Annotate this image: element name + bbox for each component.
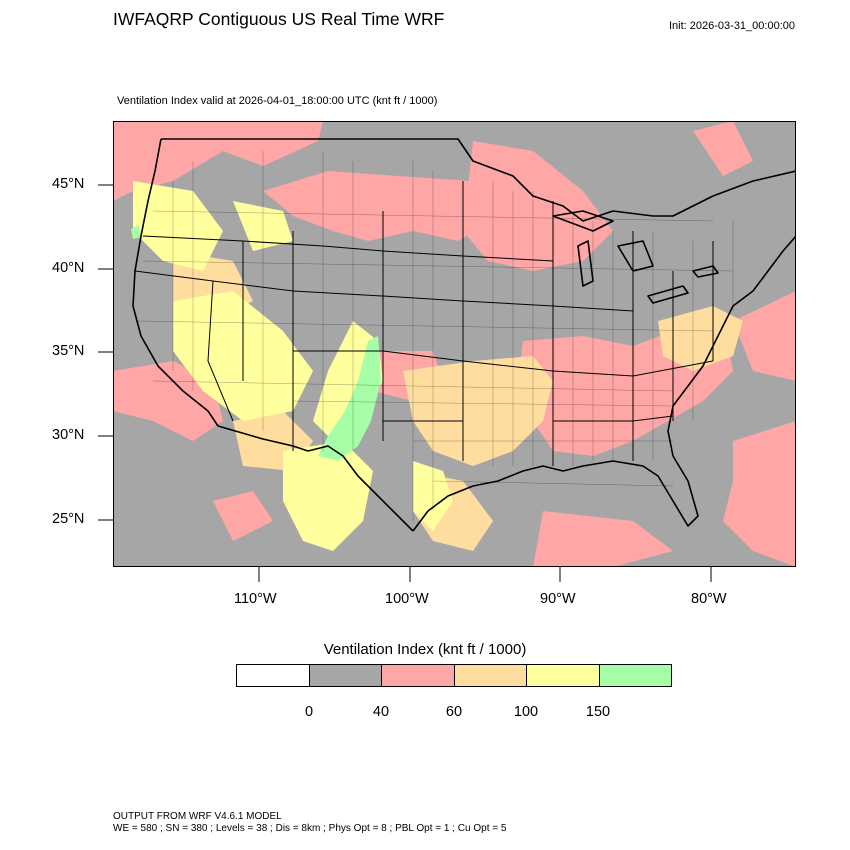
init-time: Init: 2026-03-31_00:00:00	[669, 20, 795, 32]
lat-label-25: 25°N	[52, 511, 85, 527]
mexico-border	[217, 425, 414, 532]
ventilation-map	[113, 121, 796, 567]
lon-label-90w: 90°W	[540, 591, 576, 607]
east-coastline	[667, 235, 796, 457]
colorbar-label-60: 60	[445, 704, 463, 720]
lat-label-30: 30°N	[52, 427, 85, 443]
lat-label-35: 35°N	[52, 343, 85, 359]
colorbar-swatch-3	[453, 664, 527, 687]
colorbar-label-40: 40	[372, 704, 390, 720]
lon-label-110w: 110°W	[234, 591, 277, 607]
vi-fill-150-plus	[131, 225, 381, 461]
lat-label-45: 45°N	[52, 176, 85, 192]
county-boundaries	[137, 151, 734, 521]
lon-label-100w: 100°W	[385, 591, 429, 607]
map-frame	[113, 121, 796, 567]
colorbar-label-150: 150	[585, 704, 611, 720]
colorbar-swatch-1	[308, 664, 382, 687]
model-info-line2: WE = 580 ; SN = 380 ; Levels = 38 ; Dis …	[113, 823, 507, 834]
plot-subtitle: Ventilation Index valid at 2026-04-01_18…	[117, 95, 438, 107]
model-info-line1: OUTPUT FROM WRF V4.6.1 MODEL	[113, 811, 282, 822]
state-boundaries	[134, 181, 714, 466]
gulf-coastline	[412, 455, 699, 532]
canada-border	[161, 138, 796, 222]
west-coastline	[132, 138, 219, 427]
colorbar-title: Ventilation Index (knt ft / 1000)	[323, 641, 527, 658]
colorbar-label-100: 100	[513, 704, 539, 720]
colorbar-swatch-5	[598, 664, 672, 687]
lat-label-40: 40°N	[52, 260, 85, 276]
colorbar-swatch-4	[526, 664, 600, 687]
colorbar-swatch-0	[236, 664, 310, 687]
vi-fill-100-150	[133, 181, 453, 551]
colorbar-swatch-2	[381, 664, 455, 687]
lon-label-80w: 80°W	[691, 591, 727, 607]
colorbar-label-0: 0	[304, 704, 314, 720]
page-title: IWFAQRP Contiguous US Real Time WRF	[113, 9, 445, 29]
